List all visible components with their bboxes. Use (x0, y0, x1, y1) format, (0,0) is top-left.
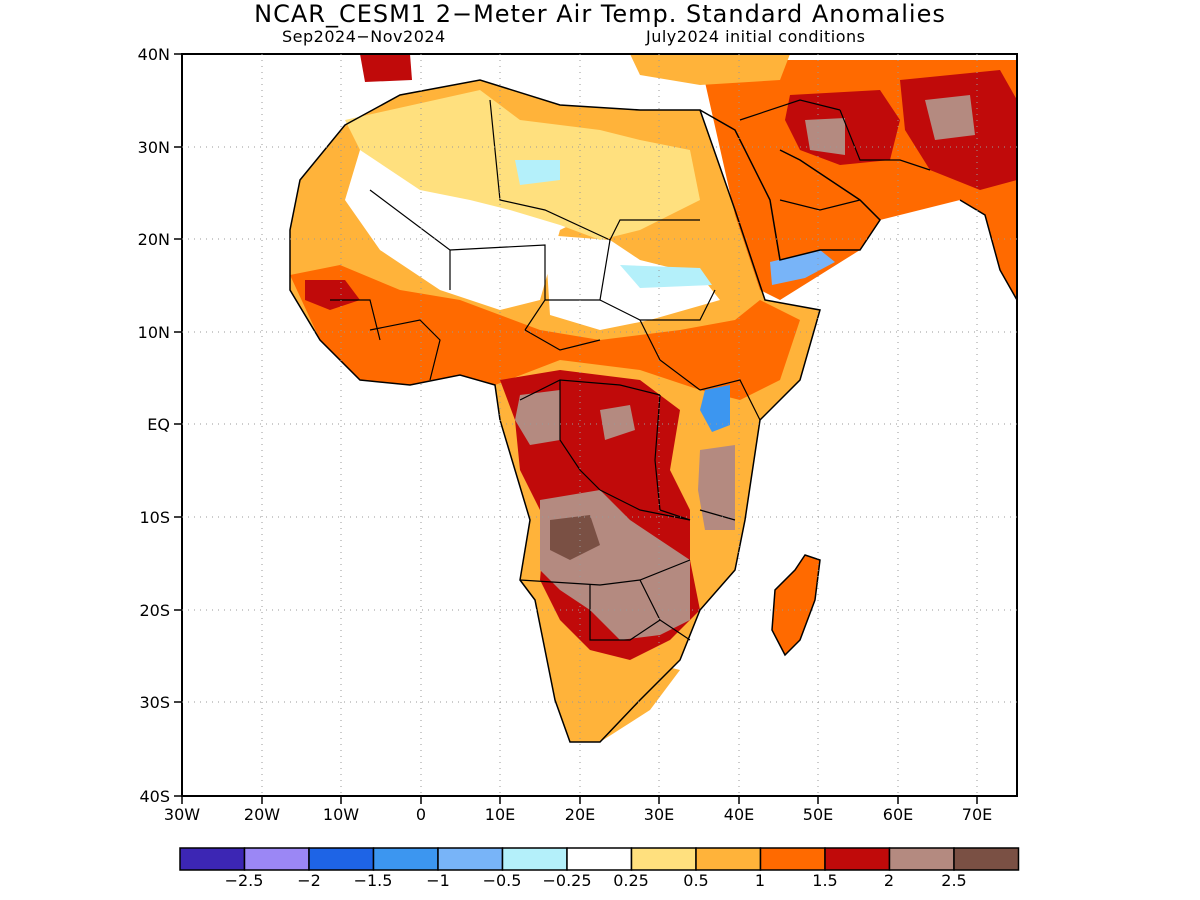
colorbar-label: −1.5 (354, 871, 393, 890)
colorbar-swatch (437, 847, 504, 871)
colorbar-swatches (179, 847, 1020, 871)
colorbar-label: 0.25 (613, 871, 649, 890)
colorbar-label: −0.25 (542, 871, 591, 890)
sahel-warm (290, 265, 800, 400)
map-frame (181, 53, 1018, 797)
colorbar-label: −2.5 (225, 871, 264, 890)
lon-label: 20W (244, 805, 280, 824)
colorbar-swatch (566, 847, 633, 871)
colorbar-swatch (372, 847, 439, 871)
light-blue-nile (515, 160, 560, 185)
iraq-max (805, 118, 845, 155)
lat-label: 20S (139, 601, 170, 620)
colorbar-label: −1 (426, 871, 450, 890)
lon-label: 0 (416, 805, 426, 824)
light-blue-sudan (620, 265, 712, 288)
latitude-axis: 40N 30N 20N 10N EQ 10S 20S 30S 40S (138, 45, 182, 806)
lon-label: 60E (883, 805, 913, 824)
colorbar-label: −0.5 (483, 871, 522, 890)
lat-label: 30N (138, 138, 170, 157)
colorbar-label: 1.5 (812, 871, 837, 890)
colorbar-label: 1 (755, 871, 765, 890)
country-borders (330, 99, 931, 641)
colorbar-swatch (501, 847, 568, 871)
map-title: NCAR_CESM1 2−Meter Air Temp. Standard An… (254, 0, 946, 28)
madagascar (772, 555, 820, 655)
europe-warm (630, 54, 790, 85)
west-africa-hot (305, 280, 360, 310)
forecast-period: Sep2024−Nov2024 (282, 27, 446, 46)
colorbar-swatch (695, 847, 762, 871)
colorbar-label: 2.5 (941, 871, 966, 890)
lat-label: 20N (138, 230, 170, 249)
colorbar-swatch (630, 847, 697, 871)
lon-label: 40E (724, 805, 754, 824)
colorbar-swatch (888, 847, 955, 871)
congo-extreme (515, 390, 560, 445)
iran-max (925, 95, 975, 140)
lon-label: 10W (323, 805, 359, 824)
lon-label: 30W (164, 805, 200, 824)
india-coastline (959, 199, 1018, 301)
lat-label: 30S (139, 693, 170, 712)
africa-coastline (289, 79, 821, 743)
angola-max (550, 515, 600, 560)
colorbar-swatch (179, 847, 246, 871)
lon-label: 50E (803, 805, 833, 824)
lat-label: EQ (147, 415, 170, 434)
lon-label: 20E (565, 805, 595, 824)
anomaly-shading (290, 54, 1017, 742)
colorbar-label: 0.5 (683, 871, 708, 890)
lon-label: 70E (962, 805, 992, 824)
tanzania-extreme (698, 445, 735, 530)
colorbar-swatch (243, 847, 310, 871)
graticule (182, 54, 1017, 796)
colorbar-swatch (759, 847, 826, 871)
lat-label: 40S (139, 787, 170, 806)
east-africa-blue (700, 385, 730, 432)
colorbar-swatch (953, 847, 1020, 871)
madagascar-coastline (771, 554, 821, 657)
initial-conditions: July2024 initial conditions (646, 27, 866, 46)
spain-hot (360, 54, 412, 82)
lon-label: 30E (644, 805, 674, 824)
lat-label: 40N (138, 45, 170, 64)
south-africa-warm (560, 660, 680, 742)
colorbar-swatch (824, 847, 891, 871)
colorbar-swatch (308, 847, 375, 871)
lon-label: 10E (485, 805, 515, 824)
colorbar-label: 2 (884, 871, 894, 890)
congo-extreme-2 (600, 405, 635, 440)
colorbar: −2.5 −2 −1.5 −1 −0.5 −0.25 0.25 0.5 1 1.… (179, 847, 1020, 890)
lat-label: 10N (138, 323, 170, 342)
sudan-normal (545, 235, 720, 330)
longitude-axis: 30W 20W 10W 0 10E 20E 30E 40E 50E 60E 70… (164, 796, 992, 824)
arabia-coastline (699, 109, 881, 261)
lat-label: 10S (139, 508, 170, 527)
colorbar-label: −2 (297, 871, 321, 890)
